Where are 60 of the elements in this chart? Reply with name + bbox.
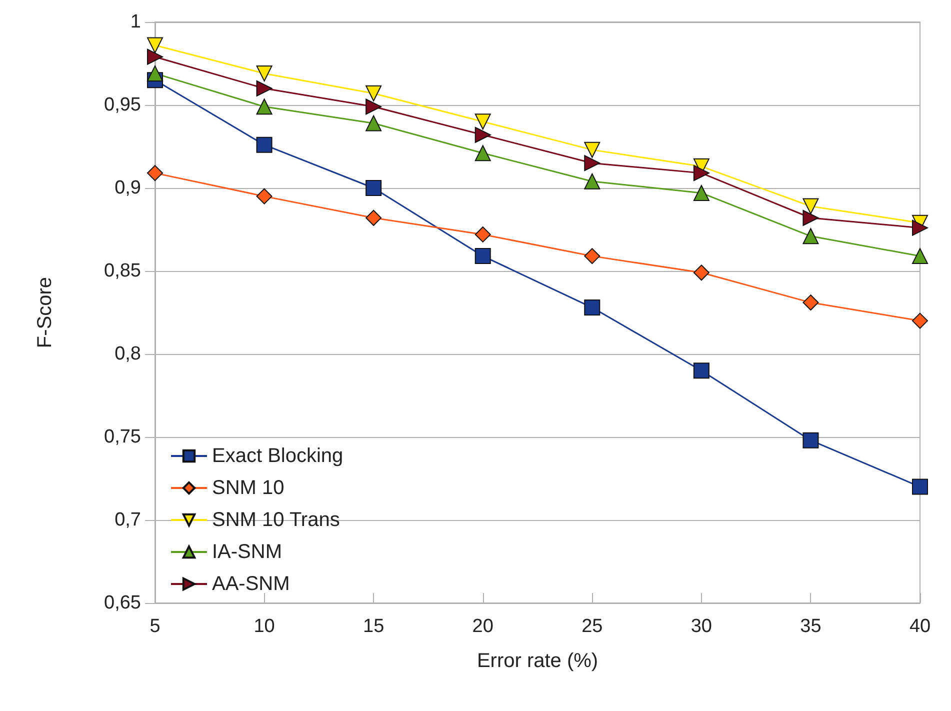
point xyxy=(584,300,600,316)
point xyxy=(584,173,600,190)
point xyxy=(693,264,710,281)
point xyxy=(474,248,491,264)
x-tick-label: 30 xyxy=(690,616,712,637)
point xyxy=(256,136,272,153)
legend-label: Exact Blocking xyxy=(212,445,344,467)
y-tick-label: 0,65 xyxy=(104,592,141,614)
point xyxy=(147,65,163,82)
y-tick-label: 0,95 xyxy=(104,94,141,116)
point xyxy=(802,228,819,244)
point xyxy=(366,85,382,102)
y-tick-label: 0,9 xyxy=(114,178,141,198)
point xyxy=(912,478,928,495)
x-tick-label: 15 xyxy=(363,616,384,637)
x-tick-label: 10 xyxy=(254,616,275,637)
y-tick-label: 0,8 xyxy=(114,344,141,364)
point xyxy=(474,145,491,162)
point xyxy=(802,198,819,214)
point xyxy=(366,180,382,196)
point xyxy=(693,184,710,201)
point xyxy=(802,432,819,448)
point xyxy=(366,210,382,226)
y-tick-label: 0,7 xyxy=(114,510,141,530)
point xyxy=(366,115,382,132)
point xyxy=(693,362,710,379)
point xyxy=(474,114,491,130)
point xyxy=(474,126,491,143)
legend-label: SNM 10 xyxy=(212,477,284,499)
legend-label: AA-SNM xyxy=(212,573,290,595)
point xyxy=(584,142,600,158)
point xyxy=(474,226,491,242)
y-tick-label: 0,75 xyxy=(104,426,141,448)
point xyxy=(912,220,928,236)
point xyxy=(912,248,928,264)
point xyxy=(912,312,928,329)
point xyxy=(256,80,272,96)
point xyxy=(584,155,600,172)
x-tick-label: 40 xyxy=(909,616,931,637)
x-tick-label: 25 xyxy=(582,616,603,637)
y-axis-title: F-Score xyxy=(34,276,56,348)
point xyxy=(147,37,163,54)
x-tick-label: 35 xyxy=(800,616,822,637)
point xyxy=(147,165,163,182)
point xyxy=(366,98,382,115)
legend-label: IA-SNM xyxy=(212,541,282,563)
x-tick-label: 20 xyxy=(472,616,494,637)
point xyxy=(256,188,272,204)
legend-label: SNM 10 Trans xyxy=(212,509,340,531)
point xyxy=(147,48,163,65)
point xyxy=(802,210,819,226)
point xyxy=(802,294,819,311)
x-axis-title: Error rate (%) xyxy=(476,650,598,672)
y-tick-label: 1 xyxy=(130,12,141,32)
point xyxy=(693,165,710,182)
x-tick-label: 5 xyxy=(150,616,160,637)
point xyxy=(256,65,272,82)
y-tick-label: 0,85 xyxy=(104,260,141,282)
point xyxy=(256,98,272,115)
point xyxy=(584,248,600,264)
